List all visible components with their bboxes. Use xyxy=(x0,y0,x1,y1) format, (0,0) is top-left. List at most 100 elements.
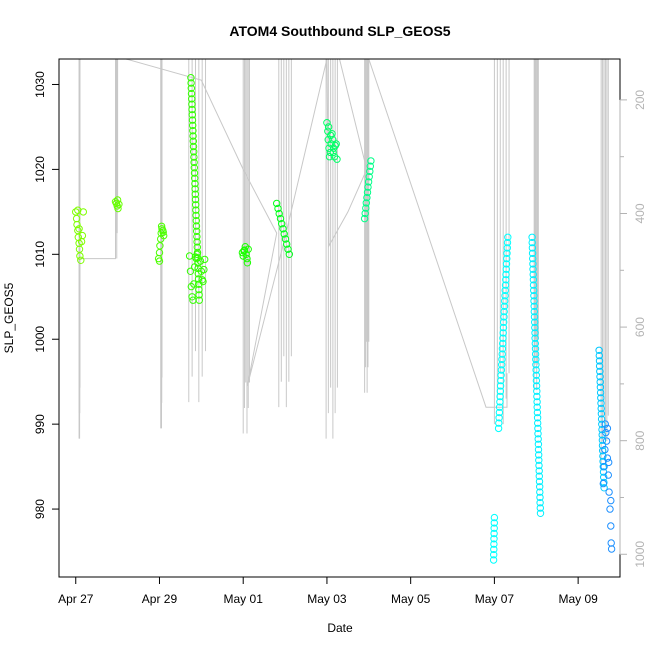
data-point xyxy=(284,245,292,253)
data-point xyxy=(332,140,340,148)
y-tick-label: 980 xyxy=(33,499,47,519)
data-point xyxy=(503,249,511,258)
data-point xyxy=(278,220,286,228)
data-point xyxy=(189,296,197,304)
data-point xyxy=(534,445,543,454)
data-point xyxy=(500,302,509,310)
data-point xyxy=(501,292,509,300)
data-point xyxy=(535,456,543,464)
data-point xyxy=(499,329,507,337)
data-point xyxy=(604,471,612,479)
data-point xyxy=(597,394,605,402)
data-point xyxy=(490,545,498,554)
data-point xyxy=(190,164,199,172)
data-point xyxy=(364,183,372,191)
data-point xyxy=(496,392,504,401)
data-point xyxy=(323,119,331,127)
data-point xyxy=(534,440,543,448)
data-point xyxy=(529,254,537,263)
y-tick-label: 1030 xyxy=(33,71,47,98)
data-point xyxy=(188,293,196,301)
data-point xyxy=(529,276,538,284)
data-point xyxy=(498,345,507,353)
data-point xyxy=(193,243,202,251)
x-tick-label: Apr 29 xyxy=(142,592,178,606)
data-point xyxy=(503,254,511,263)
data-point xyxy=(528,238,536,247)
data-point xyxy=(186,267,195,275)
data-point xyxy=(597,404,605,413)
data-point xyxy=(160,231,168,240)
y-tick-label: 1020 xyxy=(33,156,47,183)
data-point xyxy=(595,351,603,360)
data-point xyxy=(528,244,537,252)
data-point xyxy=(190,153,198,161)
data-point xyxy=(533,392,541,401)
data-point xyxy=(280,230,288,238)
data-point xyxy=(601,445,609,454)
data-point xyxy=(533,387,541,395)
data-point xyxy=(501,297,509,305)
data-point xyxy=(596,388,605,397)
data-point xyxy=(192,254,201,263)
x-tick-label: May 05 xyxy=(391,592,431,606)
data-point xyxy=(535,467,543,475)
data-point xyxy=(606,505,614,513)
data-point xyxy=(325,144,333,152)
data-point xyxy=(327,140,335,148)
x-axis-label: Date xyxy=(327,621,353,635)
data-point xyxy=(597,399,605,407)
data-point xyxy=(502,265,510,273)
data-point xyxy=(529,281,538,289)
data-point xyxy=(534,430,542,438)
data-point xyxy=(498,350,506,358)
y-tick-label: 1000 xyxy=(33,326,47,353)
data-point xyxy=(192,201,200,209)
data-point xyxy=(240,247,248,255)
data-point xyxy=(607,545,616,553)
data-point xyxy=(193,250,201,259)
data-point xyxy=(283,240,291,248)
axes-layer: Apr 27 Apr 29 May 01 May 03 May 05 May 07 May … xyxy=(33,71,647,606)
data-point xyxy=(367,157,375,165)
data-point xyxy=(534,424,542,433)
data-point xyxy=(279,225,287,233)
data-point xyxy=(532,376,541,385)
data-point xyxy=(607,522,615,530)
data-point xyxy=(599,479,607,488)
data-point xyxy=(324,123,333,131)
data-point xyxy=(498,355,506,364)
data-point xyxy=(490,529,498,538)
y2-tick-label: 1000 xyxy=(633,541,647,568)
data-point xyxy=(534,419,542,427)
data-point xyxy=(536,488,544,496)
data-point xyxy=(533,403,541,411)
x-tick-label: May 07 xyxy=(475,592,515,606)
data-point xyxy=(533,398,541,406)
data-point xyxy=(74,233,83,242)
data-point xyxy=(195,291,203,299)
data-point xyxy=(364,178,373,186)
data-point xyxy=(190,280,198,288)
data-point xyxy=(536,509,545,517)
data-point xyxy=(190,148,198,156)
data-point xyxy=(191,179,199,188)
data-point xyxy=(325,153,334,161)
x-tick-label: Apr 27 xyxy=(58,592,94,606)
data-point xyxy=(159,228,167,236)
data-point xyxy=(497,371,505,379)
data-point xyxy=(602,428,610,437)
data-point xyxy=(598,420,606,428)
data-point xyxy=(191,190,200,198)
data-point xyxy=(78,231,87,240)
data-point xyxy=(532,371,540,379)
data-point xyxy=(605,488,613,496)
data-point xyxy=(366,167,374,176)
data-point xyxy=(530,292,538,300)
data-point xyxy=(497,366,506,374)
data-point xyxy=(495,403,504,411)
data-point xyxy=(490,540,498,548)
x-tick-label: May 03 xyxy=(307,592,347,606)
data-point xyxy=(189,142,198,151)
